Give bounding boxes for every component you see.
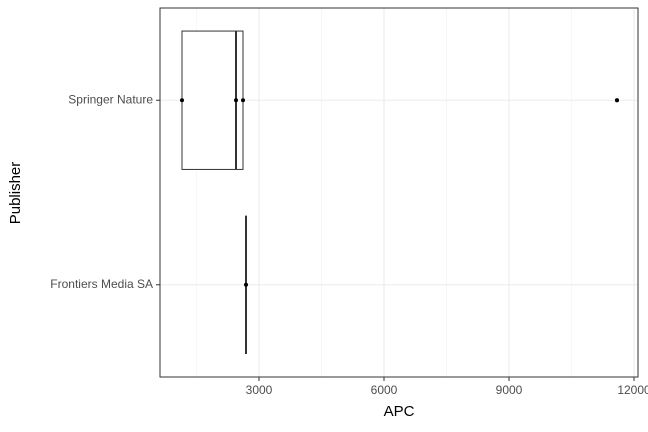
x-tick-label: 12000 <box>617 383 648 397</box>
x-tick-label: 6000 <box>371 383 398 397</box>
x-tick-label: 9000 <box>496 383 523 397</box>
y-axis-title: Publisher <box>7 162 24 225</box>
point <box>241 98 245 103</box>
y-tick-label: Springer Nature <box>68 92 153 106</box>
x-axis-title: APC <box>384 403 415 420</box>
y-tick-label: Frontiers Media SA <box>50 277 153 291</box>
box <box>181 30 244 170</box>
x-tick-label: 3000 <box>246 383 273 397</box>
point <box>244 282 248 287</box>
point <box>180 98 184 103</box>
panel-border <box>159 7 639 378</box>
point <box>615 98 619 103</box>
point <box>234 98 238 103</box>
